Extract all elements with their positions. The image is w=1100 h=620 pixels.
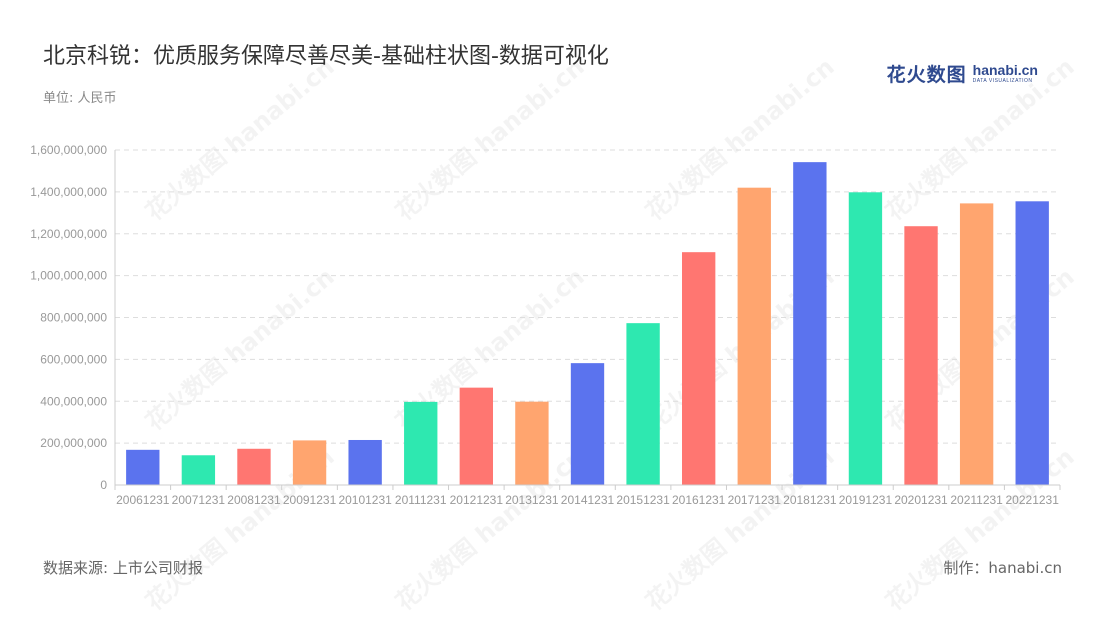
bars [126,162,1049,486]
bar-20121231 [459,387,493,485]
bar-20181231 [793,162,827,486]
y-tick-label: 1,600,000,000 [30,143,107,157]
x-tick-label: 20081231 [227,493,281,507]
logo-en-text: hanabi.cn [972,61,1038,78]
y-tick-label: 1,000,000,000 [30,269,107,283]
bar-20221231 [1015,201,1049,485]
x-tick-label: 20211231 [950,493,1003,507]
x-tick-label: 20131231 [505,493,559,507]
bar-20081231 [237,448,271,485]
bar-20131231 [515,401,549,485]
x-tick-label: 20201231 [894,493,948,507]
page-title: 北京科锐：优质服务保障尽善尽美-基础柱状图-数据可视化 [43,44,609,69]
bar-20191231 [848,192,883,485]
bar-20101231 [348,439,382,485]
y-tick-label: 400,000,000 [40,394,107,408]
data-source: 数据来源: 上市公司财报 [43,559,203,577]
y-tick-label: 0 [100,478,107,492]
bar-20151231 [626,323,660,485]
logo-cn-text: 花火数图 [886,63,967,86]
x-axis: 20061231 20071231 20081231 20091231 20101231… [114,484,1061,507]
x-tick-label: 20101231 [338,493,392,507]
bar-20141231 [570,363,605,485]
x-tick-label: 20111231 [395,493,447,507]
logo-sub-text: DATA VISUALIZATION [972,77,1033,84]
x-tick-label: 20191231 [839,493,893,507]
x-tick-label: 20091231 [283,493,337,507]
bar-20201231 [904,226,938,485]
x-tick-label: 20181231 [783,493,837,507]
logo-en-group: hanabi.cn DATA VISUALIZATION [973,63,1038,84]
unit-label: 单位: 人民币 [43,91,117,106]
brand-logo: 花火数图 hanabi.cn DATA VISUALIZATION [887,58,1038,88]
y-tick-label: 1,200,000,000 [30,227,107,241]
x-tick-label: 20061231 [116,493,170,507]
x-tick-label: 20151231 [616,493,670,507]
y-tick-label: 600,000,000 [40,352,107,366]
y-tick-label: 800,000,000 [40,311,107,325]
bar-20091231 [292,440,327,485]
y-tick-label: 200,000,000 [40,436,107,450]
bar-20211231 [959,203,994,485]
x-tick-label: 20161231 [672,493,726,507]
x-tick-label: 20121231 [450,493,504,507]
x-tick-label: 20141231 [561,493,615,507]
bar-20171231 [737,187,771,485]
bar-20161231 [682,252,716,485]
bar-20071231 [181,455,216,485]
y-tick-label: 1,400,000,000 [30,185,107,199]
credit-text: 制作：hanabi.cn [943,559,1062,577]
x-tick-label: 20071231 [172,493,226,507]
x-tick-label: 20171231 [728,493,782,507]
bar-20061231 [126,449,160,485]
y-axis: 0 200,000,000 400,000,000 600,000,000 800,00… [30,143,116,492]
x-tick-label: 20221231 [1006,493,1060,507]
bar-20111231 [404,401,438,485]
